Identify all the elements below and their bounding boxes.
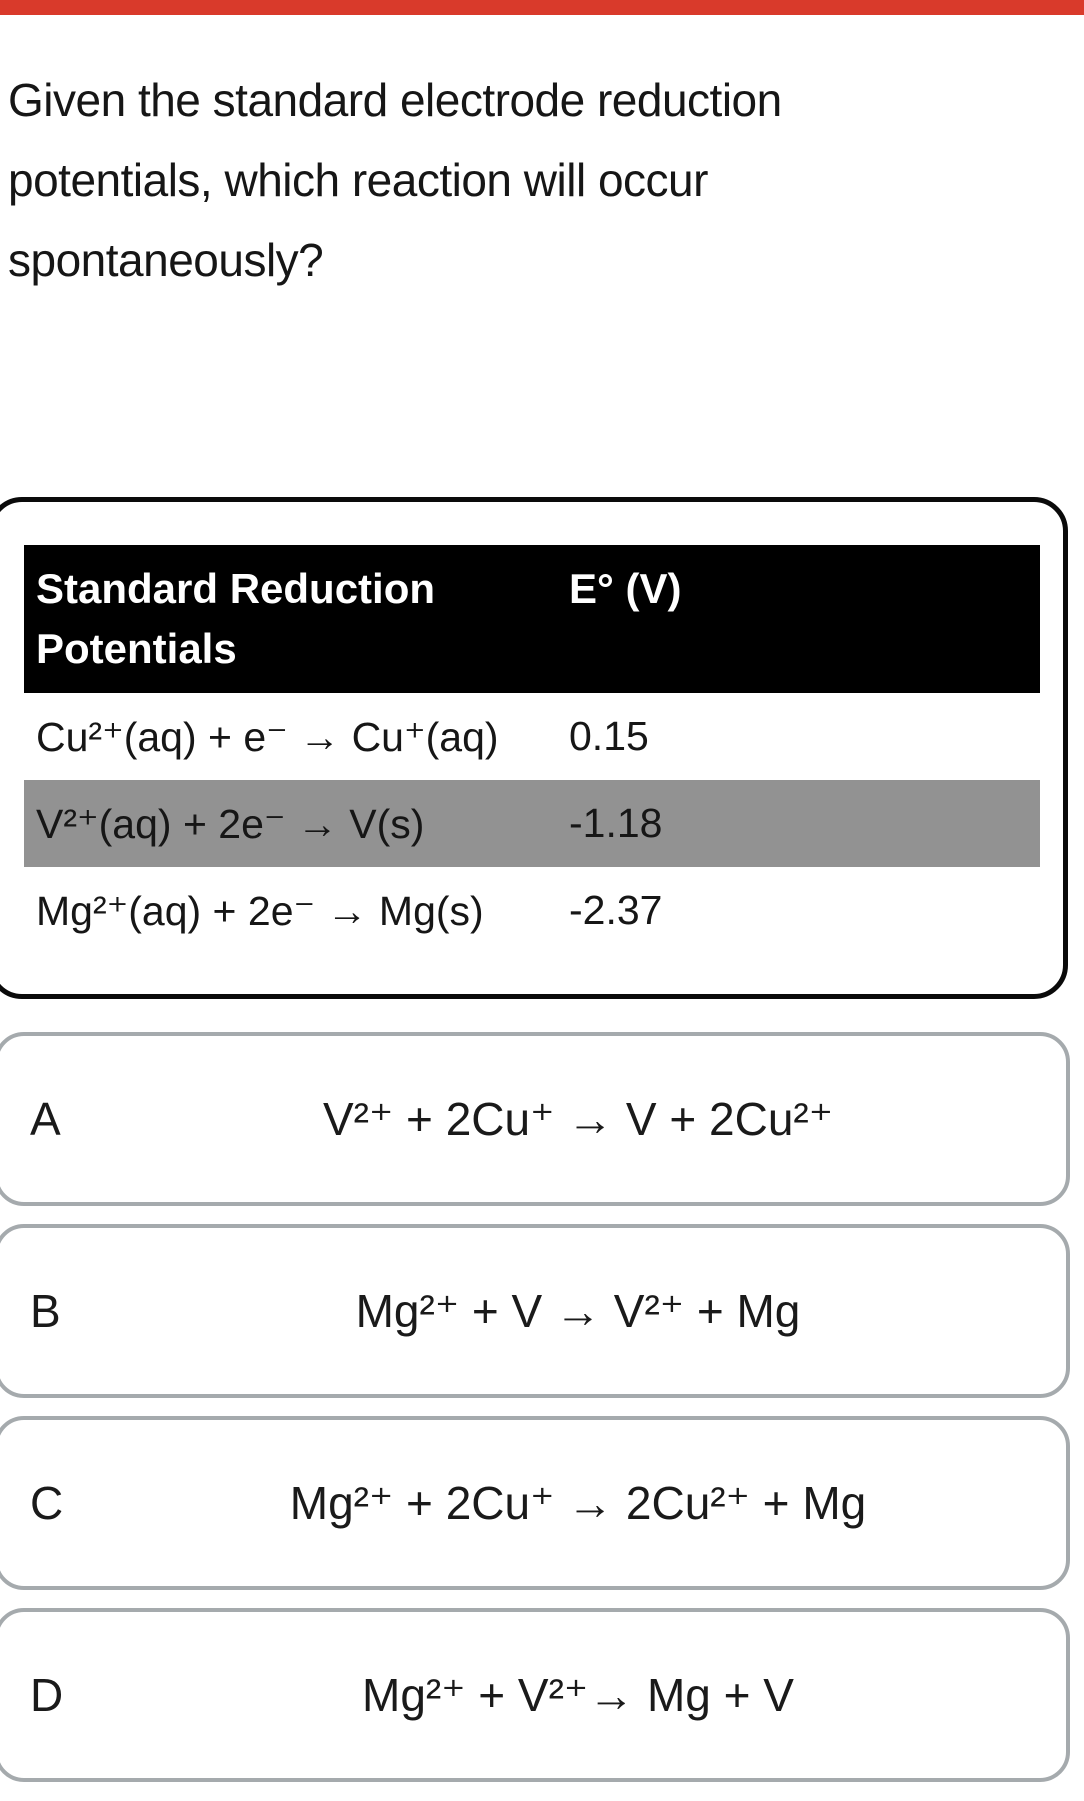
answer-option-b[interactable]: B Mg²⁺ + V → V²⁺ + Mg [0,1224,1070,1398]
potential-cell: -1.18 [569,800,663,846]
option-letter: C [30,1477,64,1529]
option-equation: Mg²⁺ + 2Cu⁺ → 2Cu²⁺ + Mg [289,1477,867,1529]
reaction-cell: Cu²⁺(aq) + e⁻ → Cu⁺(aq) [36,713,499,760]
answer-options: A V²⁺ + 2Cu⁺ → V + 2Cu²⁺ B Mg²⁺ + V → V²… [0,1032,1084,1782]
reaction-cell: Mg²⁺(aq) + 2e⁻ → Mg(s) [36,887,484,934]
reduction-potentials-table: Standard Reduction Potentials E° (V) Cu²… [24,545,1040,954]
option-equation: Mg²⁺ + V²⁺→ Mg + V [362,1669,794,1721]
answer-option-c[interactable]: C Mg²⁺ + 2Cu⁺ → 2Cu²⁺ + Mg [0,1416,1070,1590]
option-equation: V²⁺ + 2Cu⁺ → V + 2Cu²⁺ [322,1093,834,1145]
potential-cell: 0.15 [569,713,649,759]
answer-option-a[interactable]: A V²⁺ + 2Cu⁺ → V + 2Cu²⁺ [0,1032,1070,1206]
top-accent-bar [0,0,1084,15]
table-row: Cu²⁺(aq) + e⁻ → Cu⁺(aq) 0.15 [24,693,1040,780]
potential-cell: -2.37 [569,887,663,933]
option-letter: B [30,1285,61,1337]
option-equation: Mg²⁺ + V → V²⁺ + Mg [355,1285,801,1337]
table-header-reactions: Standard Reduction Potentials [36,565,436,672]
table-header-row: Standard Reduction Potentials E° (V) [24,545,1040,693]
option-letter: D [30,1669,64,1721]
table-row: V²⁺(aq) + 2e⁻ → V(s) -1.18 [24,780,1040,867]
question-text: Given the standard electrode reduction p… [8,74,782,286]
reaction-cell: V²⁺(aq) + 2e⁻ → V(s) [36,800,425,847]
reduction-potentials-card: Standard Reduction Potentials E° (V) Cu²… [0,497,1068,999]
table-header-potential: E° (V) [569,565,682,612]
option-letter: A [30,1093,61,1145]
answer-option-d[interactable]: D Mg²⁺ + V²⁺→ Mg + V [0,1608,1070,1782]
table-row: Mg²⁺(aq) + 2e⁻ → Mg(s) -2.37 [24,867,1040,954]
